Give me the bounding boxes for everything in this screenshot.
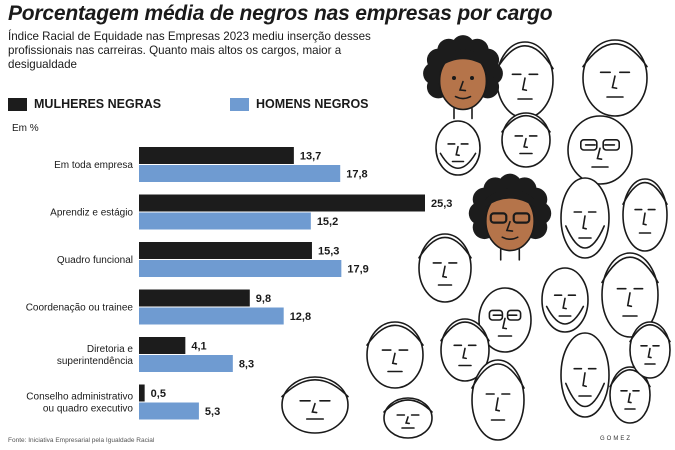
face-outline: [418, 233, 472, 303]
value-label-women: 4,1: [191, 341, 206, 353]
value-label-men: 12,8: [290, 311, 311, 323]
category-label: Quadro funcional: [57, 255, 133, 266]
face-outline: [478, 287, 532, 353]
category-label: Conselho administrativo ou quadro executi…: [26, 392, 133, 415]
face-outline: [496, 41, 554, 119]
category-label: Coordenação ou trainee: [26, 303, 134, 314]
unit-label: Em %: [12, 123, 39, 134]
value-label-men: 5,3: [205, 406, 220, 418]
value-label-men: 8,3: [239, 359, 254, 371]
black-man-face: [423, 35, 503, 120]
value-label-men: 17,8: [346, 169, 367, 181]
bar-women: [139, 242, 312, 259]
chart-subtitle: Índice Racial de Equidade nas Empresas 2…: [8, 30, 371, 71]
legend-men: HOMENS NEGROS: [230, 97, 369, 111]
category-label: Aprendiz e estágio: [50, 208, 133, 219]
black-woman-face: [468, 173, 552, 261]
artist-signature: GOMEZ: [600, 436, 632, 442]
bar-women: [139, 147, 294, 164]
legend-women-label: MULHERES NEGRAS: [34, 97, 162, 111]
bar-men: [139, 307, 284, 325]
value-label-men: 17,9: [347, 264, 368, 276]
face-outline: [383, 397, 433, 439]
face-outline: [435, 120, 481, 176]
face-outline: [440, 318, 490, 382]
face-outline: [501, 112, 551, 168]
face-outline: [601, 252, 659, 338]
bar-women: [139, 289, 250, 307]
value-label-women: 15,3: [318, 246, 339, 258]
face-outline: [560, 332, 610, 418]
bar-men: [139, 212, 311, 230]
face-outline: [567, 115, 633, 185]
bar-men: [139, 165, 341, 182]
legend-men-swatch: [230, 97, 249, 111]
value-label-women: 0,5: [151, 388, 166, 400]
bar-women: [139, 194, 425, 212]
category-label: Em toda empresa: [54, 160, 133, 171]
face-outline: [541, 267, 589, 333]
face-outline: [622, 178, 668, 252]
bar-women: [139, 384, 145, 402]
face-outline: [629, 321, 671, 379]
face-outline: [609, 366, 651, 424]
face-outline: [471, 359, 525, 441]
face-outline: [560, 177, 610, 259]
face-outline: [281, 376, 349, 434]
value-label-men: 15,2: [317, 216, 338, 228]
bar-men: [139, 260, 342, 277]
value-label-women: 25,3: [431, 198, 452, 210]
chart-title: Porcentagem média de negros nas empresas…: [8, 2, 553, 25]
value-label-women: 9,8: [256, 293, 271, 305]
bar-men: [139, 355, 233, 372]
source-note: Fonte: Iniciativa Empresarial pela Igual…: [8, 437, 155, 444]
value-label-women: 13,7: [300, 151, 321, 163]
bar-women: [139, 337, 186, 354]
legend-men-label: HOMENS NEGROS: [256, 97, 369, 111]
bar-men: [139, 402, 199, 420]
face-outline: [582, 39, 648, 117]
legend-women-swatch: [8, 97, 27, 111]
face-outline: [366, 321, 424, 389]
legend-women: MULHERES NEGRAS: [8, 97, 161, 111]
category-label: Diretoria e superintendência: [57, 344, 134, 367]
